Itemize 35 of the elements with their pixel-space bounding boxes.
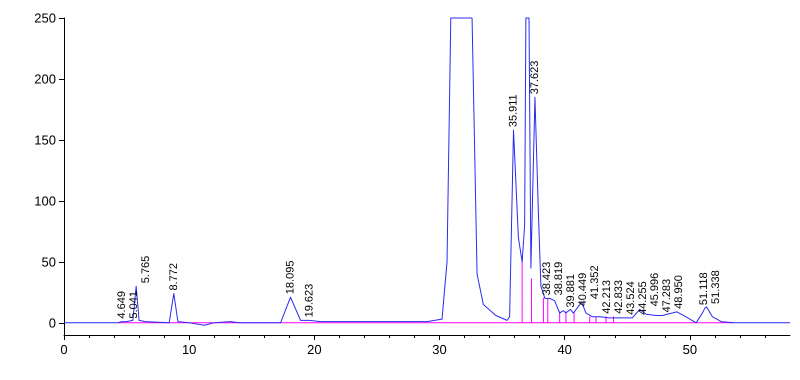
x-tick-label: 40 — [557, 342, 572, 357]
annotation: 41.352 — [588, 265, 601, 300]
y-tick-label: 150 — [34, 132, 56, 148]
annotation: 8.772 — [168, 263, 180, 291]
annotation: 43.524 — [624, 281, 637, 315]
x-tick-label: 20 — [307, 342, 322, 357]
annotation: 45.996 — [648, 272, 661, 306]
annotation: 35.911 — [508, 94, 520, 128]
annotation: 47.283 — [660, 278, 673, 312]
y-tick-label: 100 — [34, 193, 56, 208]
annotation: 39.881 — [564, 274, 577, 308]
annotation: 51.118 — [698, 272, 710, 306]
annotation: 44.255 — [636, 281, 649, 315]
x-tick-label: 10 — [182, 342, 196, 357]
annotation: 48.950 — [672, 275, 685, 309]
annotation: 40.449 — [576, 272, 589, 306]
annotation: 4.649 — [116, 291, 128, 319]
y-tick-label: 0 — [48, 315, 56, 330]
annotation: 37.623 — [528, 60, 541, 94]
annotation: 51.338 — [710, 270, 722, 304]
y-tick-label: 250 — [34, 10, 56, 26]
annotation: 42.833 — [612, 280, 625, 314]
annotation: 42.213 — [600, 280, 613, 314]
line-series — [64, 18, 790, 326]
x-tick-label: 30 — [432, 342, 447, 357]
annotation: 38.423 — [540, 262, 553, 296]
annotation: 38.819 — [552, 262, 565, 296]
annotation: 18.095 — [284, 260, 296, 294]
x-tick-label: 50 — [682, 342, 698, 357]
annotation: 19.623 — [304, 284, 316, 318]
x-tick-label: 0 — [60, 342, 68, 357]
y-tick-label: 50 — [42, 254, 56, 270]
annotation: 5.041 — [128, 291, 140, 319]
annotation: 5.765 — [140, 256, 152, 284]
y-tick-label: 200 — [34, 71, 56, 86]
